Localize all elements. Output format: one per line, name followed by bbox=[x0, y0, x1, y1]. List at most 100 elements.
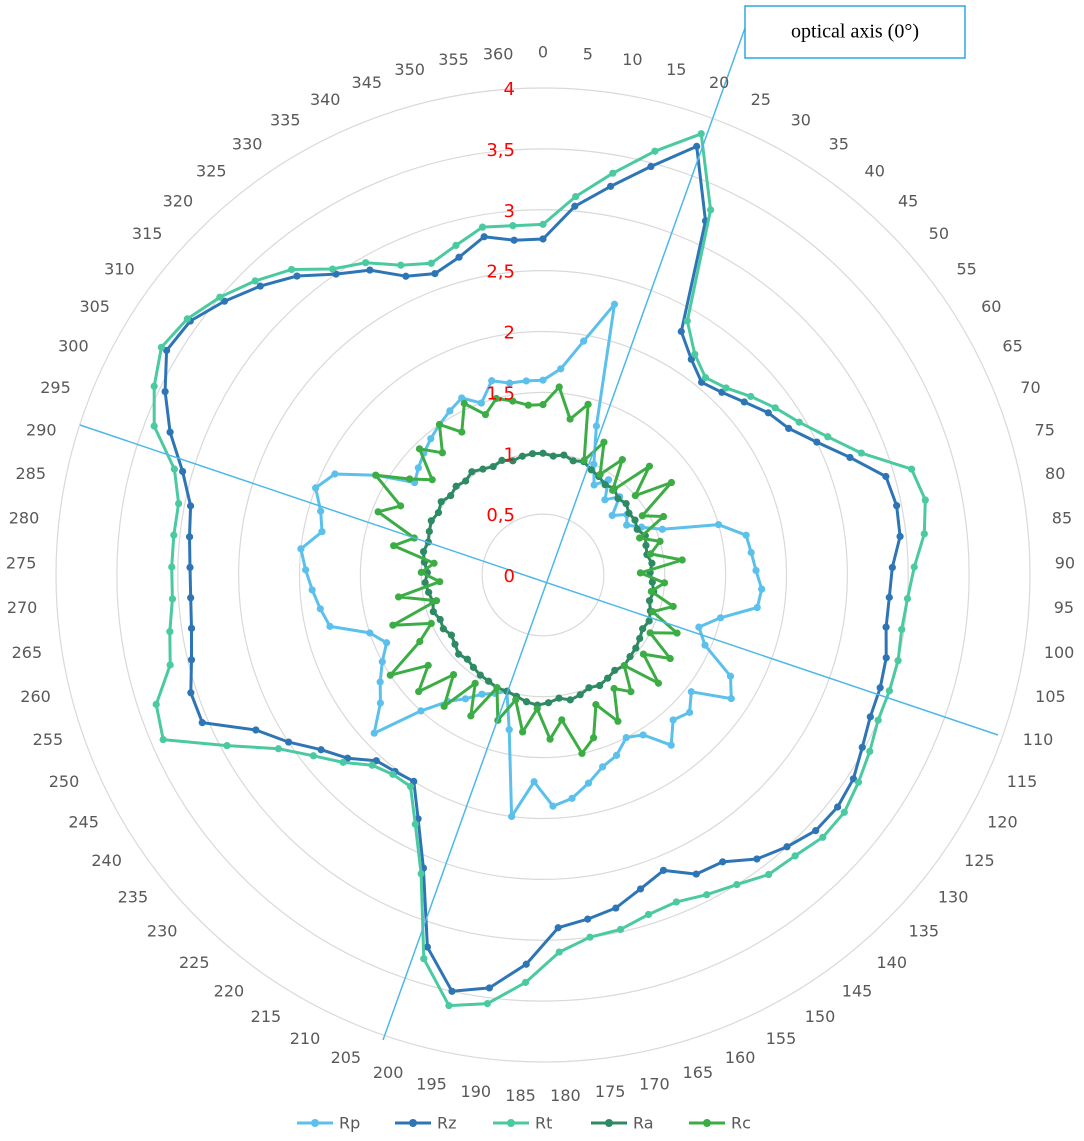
data-point bbox=[604, 476, 613, 484]
data-point bbox=[480, 233, 488, 241]
data-point bbox=[386, 671, 394, 679]
data-point bbox=[539, 235, 547, 243]
data-point bbox=[455, 650, 463, 658]
data-point bbox=[896, 532, 904, 541]
data-point bbox=[509, 397, 517, 405]
radial-tick-label: 0,5 bbox=[486, 505, 515, 526]
category-label: 105 bbox=[1035, 687, 1066, 706]
data-point bbox=[747, 392, 755, 401]
data-point bbox=[168, 563, 176, 571]
data-point bbox=[370, 729, 378, 737]
data-point bbox=[645, 597, 654, 605]
data-point bbox=[397, 261, 405, 269]
data-point bbox=[692, 870, 700, 878]
category-label: 140 bbox=[876, 953, 907, 972]
data-point bbox=[609, 486, 617, 494]
data-point bbox=[376, 699, 384, 707]
data-point bbox=[455, 253, 463, 261]
data-point bbox=[716, 614, 725, 622]
category-label: 185 bbox=[505, 1086, 536, 1105]
legend-marker bbox=[311, 1119, 319, 1127]
data-point bbox=[414, 464, 422, 472]
data-point bbox=[812, 827, 820, 835]
data-point bbox=[764, 409, 772, 417]
data-point bbox=[609, 169, 617, 177]
data-point bbox=[854, 778, 863, 786]
data-point bbox=[458, 428, 466, 436]
category-label: 175 bbox=[595, 1082, 626, 1101]
data-point bbox=[425, 527, 433, 536]
data-point bbox=[429, 608, 437, 616]
data-point bbox=[660, 579, 669, 587]
data-point bbox=[882, 472, 890, 481]
data-point bbox=[508, 812, 516, 821]
data-point bbox=[866, 713, 874, 721]
data-point bbox=[476, 671, 484, 679]
data-point bbox=[498, 456, 506, 464]
data-point bbox=[274, 745, 282, 753]
data-point bbox=[614, 494, 622, 503]
data-point bbox=[468, 468, 476, 476]
data-point bbox=[647, 162, 655, 171]
data-point bbox=[659, 512, 668, 521]
category-label: 360 bbox=[483, 44, 514, 63]
radial-tick-label: 0 bbox=[504, 566, 515, 587]
legend-label: Ra bbox=[633, 1114, 654, 1133]
data-point bbox=[452, 482, 460, 490]
data-point bbox=[366, 266, 374, 274]
data-point bbox=[458, 394, 466, 402]
data-point bbox=[646, 550, 655, 558]
data-point bbox=[622, 733, 630, 742]
data-point bbox=[659, 866, 668, 874]
category-label: 300 bbox=[58, 337, 89, 356]
data-point bbox=[677, 327, 685, 336]
data-point bbox=[631, 516, 639, 524]
data-point bbox=[522, 960, 530, 968]
category-label: 25 bbox=[751, 90, 771, 109]
data-point bbox=[362, 259, 370, 267]
data-point bbox=[420, 955, 428, 963]
data-point bbox=[394, 593, 403, 601]
category-label: 65 bbox=[1002, 337, 1022, 356]
category-label: 95 bbox=[1054, 598, 1074, 617]
data-point bbox=[752, 566, 760, 575]
grid-circle bbox=[359, 391, 727, 759]
data-point bbox=[436, 615, 444, 624]
category-label: 120 bbox=[987, 812, 1018, 831]
data-point bbox=[183, 315, 191, 323]
data-point bbox=[284, 738, 293, 746]
category-label: 35 bbox=[829, 134, 849, 153]
data-point bbox=[424, 661, 432, 669]
data-point bbox=[522, 377, 530, 385]
data-point bbox=[695, 623, 703, 631]
data-point bbox=[549, 452, 557, 460]
labels-layer: 00,511,522,533,540 5 101520253035404550556… bbox=[6, 43, 1075, 1106]
data-point bbox=[478, 223, 487, 231]
legend-label: Rc bbox=[731, 1114, 751, 1133]
category-label: 255 bbox=[33, 730, 64, 749]
category-label: 45 bbox=[898, 191, 918, 210]
radial-tick-label: 1 bbox=[504, 444, 515, 465]
data-point bbox=[639, 625, 647, 633]
data-point bbox=[584, 400, 592, 408]
data-point bbox=[461, 695, 470, 703]
data-point bbox=[406, 475, 414, 483]
data-point bbox=[287, 265, 296, 274]
data-point bbox=[170, 465, 178, 473]
data-point bbox=[697, 130, 705, 138]
data-point bbox=[636, 569, 644, 577]
data-point bbox=[742, 531, 750, 539]
data-point bbox=[894, 657, 902, 665]
data-point bbox=[601, 481, 609, 489]
data-point bbox=[722, 384, 730, 392]
data-point bbox=[555, 694, 563, 702]
data-point bbox=[558, 716, 566, 724]
category-label: 160 bbox=[725, 1048, 756, 1067]
legend-label: Rp bbox=[339, 1114, 360, 1133]
data-point bbox=[187, 689, 195, 697]
data-point bbox=[544, 699, 553, 707]
data-point bbox=[522, 698, 531, 706]
data-point bbox=[585, 684, 593, 692]
category-label: 335 bbox=[270, 111, 301, 130]
data-point bbox=[431, 269, 439, 278]
